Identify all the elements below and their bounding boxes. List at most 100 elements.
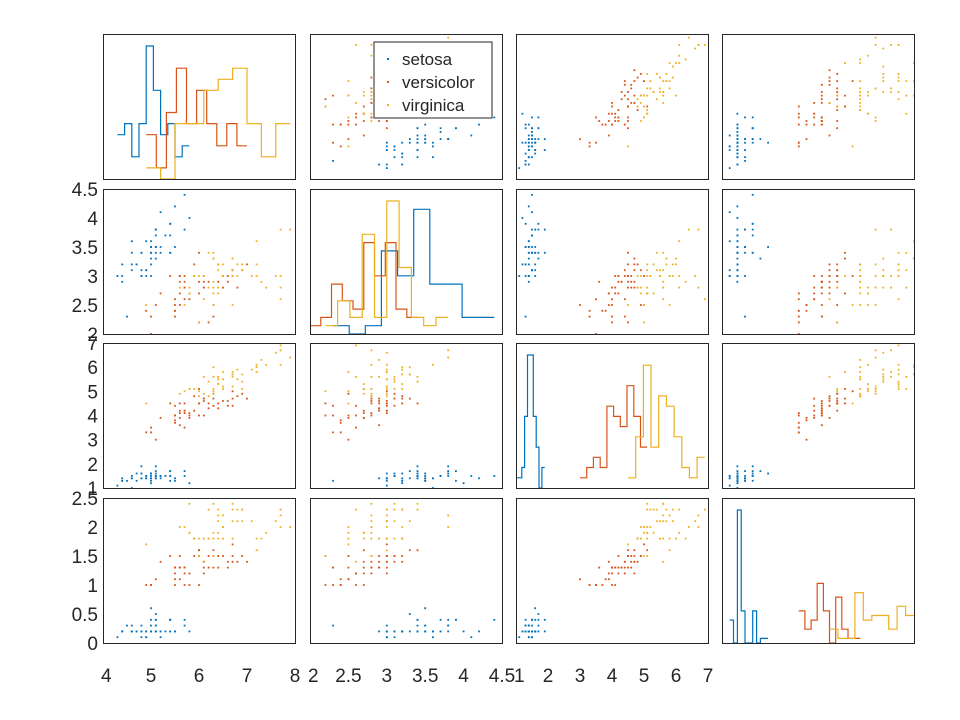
data-point <box>627 98 629 101</box>
data-point <box>424 138 427 140</box>
data-point <box>636 286 639 289</box>
data-point <box>178 526 181 528</box>
data-point <box>633 286 636 289</box>
data-point <box>212 566 215 569</box>
data-point <box>611 112 613 115</box>
data-point <box>630 83 633 86</box>
data-point <box>236 275 239 277</box>
data-point <box>401 397 404 400</box>
data-point <box>236 368 239 371</box>
data-point <box>598 280 601 283</box>
data-point <box>744 251 746 254</box>
legend: setosa versicolor virginica <box>373 41 493 119</box>
data-point <box>633 263 636 266</box>
data-point <box>687 36 690 39</box>
panel-frame <box>722 189 915 335</box>
data-point <box>527 251 530 254</box>
data-point <box>347 402 350 405</box>
data-point <box>694 47 697 50</box>
data-point <box>897 269 900 272</box>
data-point <box>154 613 157 615</box>
data-point <box>362 383 365 385</box>
data-point <box>347 438 350 441</box>
data-point <box>279 363 282 366</box>
data-point <box>687 526 690 528</box>
data-point <box>362 531 365 534</box>
x-tick-label: 8 <box>290 666 301 687</box>
data-point <box>378 424 380 427</box>
data-point <box>671 263 674 266</box>
data-point <box>744 470 746 472</box>
data-point <box>424 477 427 480</box>
data-point <box>668 275 671 277</box>
data-point <box>217 269 220 272</box>
data-point <box>178 392 181 395</box>
data-point <box>183 193 186 196</box>
data-point <box>183 286 186 289</box>
data-point <box>393 145 396 148</box>
data-point <box>671 508 674 511</box>
data-point <box>260 359 263 361</box>
data-point <box>531 211 533 214</box>
data-point <box>659 537 661 540</box>
data-point <box>659 91 661 93</box>
data-point <box>828 269 831 272</box>
data-point <box>174 298 176 301</box>
data-point <box>202 537 205 540</box>
data-point <box>202 392 205 395</box>
data-point <box>212 537 215 540</box>
data-point <box>534 263 537 266</box>
data-point <box>217 292 220 295</box>
data-point <box>212 366 215 369</box>
data-point <box>736 149 739 151</box>
data-point <box>859 280 862 283</box>
data-point <box>362 566 365 569</box>
x-tick-label: 4 <box>607 666 618 687</box>
data-point <box>447 36 450 39</box>
data-point <box>882 378 885 381</box>
data-point <box>874 385 877 388</box>
data-point <box>355 375 357 378</box>
data-point <box>455 618 457 621</box>
data-point <box>697 228 700 231</box>
data-point <box>401 141 404 144</box>
data-point <box>913 366 914 369</box>
data-point <box>385 543 388 546</box>
data-point <box>623 298 626 301</box>
data-point <box>447 475 450 477</box>
data-point <box>736 134 739 137</box>
data-point <box>844 275 846 277</box>
data-point <box>836 109 839 111</box>
data-point <box>401 526 404 528</box>
series-virginica <box>828 228 914 324</box>
data-point <box>241 388 244 390</box>
data-point <box>347 578 350 581</box>
panel-r4-c4 <box>722 498 915 644</box>
data-point <box>212 286 215 289</box>
data-point <box>805 123 808 126</box>
data-point <box>385 141 388 144</box>
data-point <box>882 91 885 93</box>
panel-frame <box>103 343 296 489</box>
data-point <box>805 438 808 441</box>
panel-frame <box>722 343 915 489</box>
data-point <box>154 228 157 231</box>
data-point <box>897 298 900 301</box>
data-point <box>836 120 839 122</box>
data-point <box>169 222 172 225</box>
data-point <box>751 472 754 475</box>
data-point <box>150 630 152 633</box>
data-point <box>362 112 365 115</box>
data-point <box>736 251 739 254</box>
x-tick-label: 7 <box>242 666 253 687</box>
data-point <box>813 404 816 407</box>
data-point <box>623 275 626 277</box>
data-point <box>531 131 533 133</box>
data-point <box>217 514 220 517</box>
y-tick-label: 5 <box>87 382 98 403</box>
data-point <box>378 407 380 410</box>
data-point <box>639 526 642 528</box>
data-point <box>169 470 172 472</box>
data-point <box>279 508 282 511</box>
